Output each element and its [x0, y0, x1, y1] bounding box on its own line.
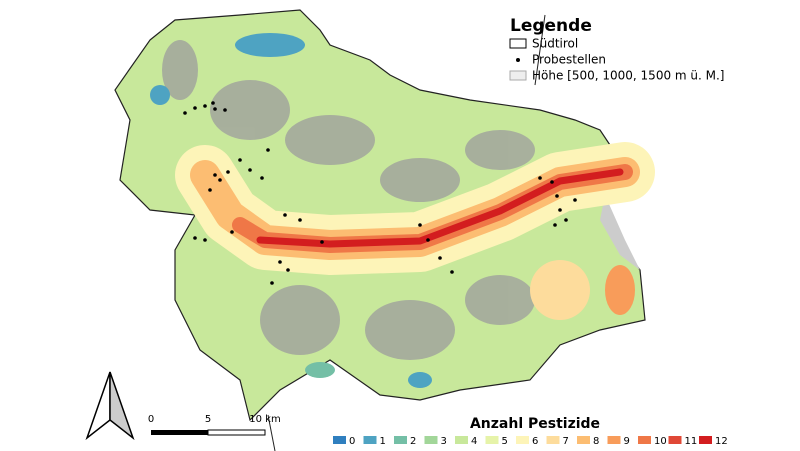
- legend: Legende Südtirol Probestellen Höhe [500,…: [509, 16, 725, 83]
- class-label: 4: [471, 436, 477, 447]
- sample-point: [260, 176, 264, 180]
- sample-point: [203, 238, 207, 242]
- sample-point: [320, 240, 324, 244]
- class-label: 1: [380, 436, 386, 447]
- class-swatch: [424, 436, 438, 444]
- sample-point: [193, 236, 197, 240]
- sample-point: [438, 256, 442, 260]
- sample-point: [564, 218, 568, 222]
- sample-point: [550, 180, 554, 184]
- class-swatch: [455, 436, 468, 444]
- sample-point: [226, 170, 230, 174]
- class-label: 5: [502, 436, 508, 447]
- sample-point: [558, 208, 562, 212]
- class-swatch: [577, 436, 590, 444]
- legend-symbol: [516, 58, 520, 62]
- sample-point: [211, 101, 215, 105]
- border-line: [267, 414, 276, 451]
- north-arrow: [85, 371, 135, 441]
- legend-label: Südtirol: [532, 37, 578, 51]
- sample-point: [538, 176, 542, 180]
- valley-band: [175, 142, 655, 275]
- colorbar-title: Anzahl Pestizide: [470, 416, 600, 432]
- class-label: 9: [624, 436, 630, 447]
- sample-point: [555, 194, 559, 198]
- class-label: 10: [654, 436, 667, 447]
- class-label: 7: [563, 436, 569, 447]
- sample-point: [248, 168, 252, 172]
- class-swatch: [394, 436, 407, 444]
- class-label: 3: [441, 436, 447, 447]
- class-label: 0: [349, 436, 355, 447]
- sample-point: [298, 218, 302, 222]
- scale-label: 5: [205, 414, 211, 425]
- class-swatch: [333, 436, 346, 444]
- class-swatch: [668, 436, 682, 444]
- scale-label: 10 km: [249, 414, 280, 425]
- sample-point: [553, 223, 557, 227]
- sample-point: [230, 230, 234, 234]
- map-body: [114, 9, 655, 451]
- sample-point: [183, 111, 187, 115]
- class-label: 2: [410, 436, 416, 447]
- low-zones: [150, 33, 635, 388]
- relief: [600, 195, 640, 270]
- sample-point: [286, 268, 290, 272]
- sample-point: [238, 158, 242, 162]
- sample-point: [213, 173, 217, 177]
- sample-point: [418, 223, 422, 227]
- scale-label: 0: [148, 414, 154, 425]
- sample-point: [208, 188, 212, 192]
- colorbar: 0 1 2 3 4 5 6 7 8 9 10 11 12: [333, 436, 728, 447]
- class-swatch: [607, 436, 621, 444]
- class-swatch: [485, 436, 499, 444]
- sample-point: [218, 178, 222, 182]
- sample-point: [223, 108, 227, 112]
- legend-label: Höhe [500, 1000, 1500 m ü. M.]: [532, 69, 725, 83]
- relief: [162, 40, 535, 360]
- class-swatch: [699, 436, 712, 444]
- sample-points: [183, 101, 577, 285]
- scale-bar: 0 5 10 km: [148, 414, 281, 436]
- class-swatch: [546, 436, 560, 444]
- sample-point: [573, 198, 577, 202]
- class-label: 6: [532, 436, 538, 447]
- class-swatch: [516, 436, 529, 444]
- sample-point: [213, 107, 217, 111]
- class-label: 12: [715, 436, 728, 447]
- class-swatch: [363, 436, 377, 444]
- sample-point: [193, 106, 197, 110]
- sample-point: [266, 148, 270, 152]
- class-label: 8: [593, 436, 599, 447]
- border-line: [534, 14, 546, 86]
- sample-point: [283, 213, 287, 217]
- sample-point: [203, 104, 207, 108]
- sample-point: [426, 238, 430, 242]
- class-swatch: [638, 436, 651, 444]
- legend-title: Legende: [510, 16, 592, 36]
- sample-point: [278, 260, 282, 264]
- legend-symbol: [509, 38, 527, 49]
- sample-point: [450, 270, 454, 274]
- legend-symbol: [509, 70, 527, 81]
- legend-label: Probestellen: [532, 53, 606, 67]
- sample-point: [270, 281, 274, 285]
- class-label: 11: [685, 436, 698, 447]
